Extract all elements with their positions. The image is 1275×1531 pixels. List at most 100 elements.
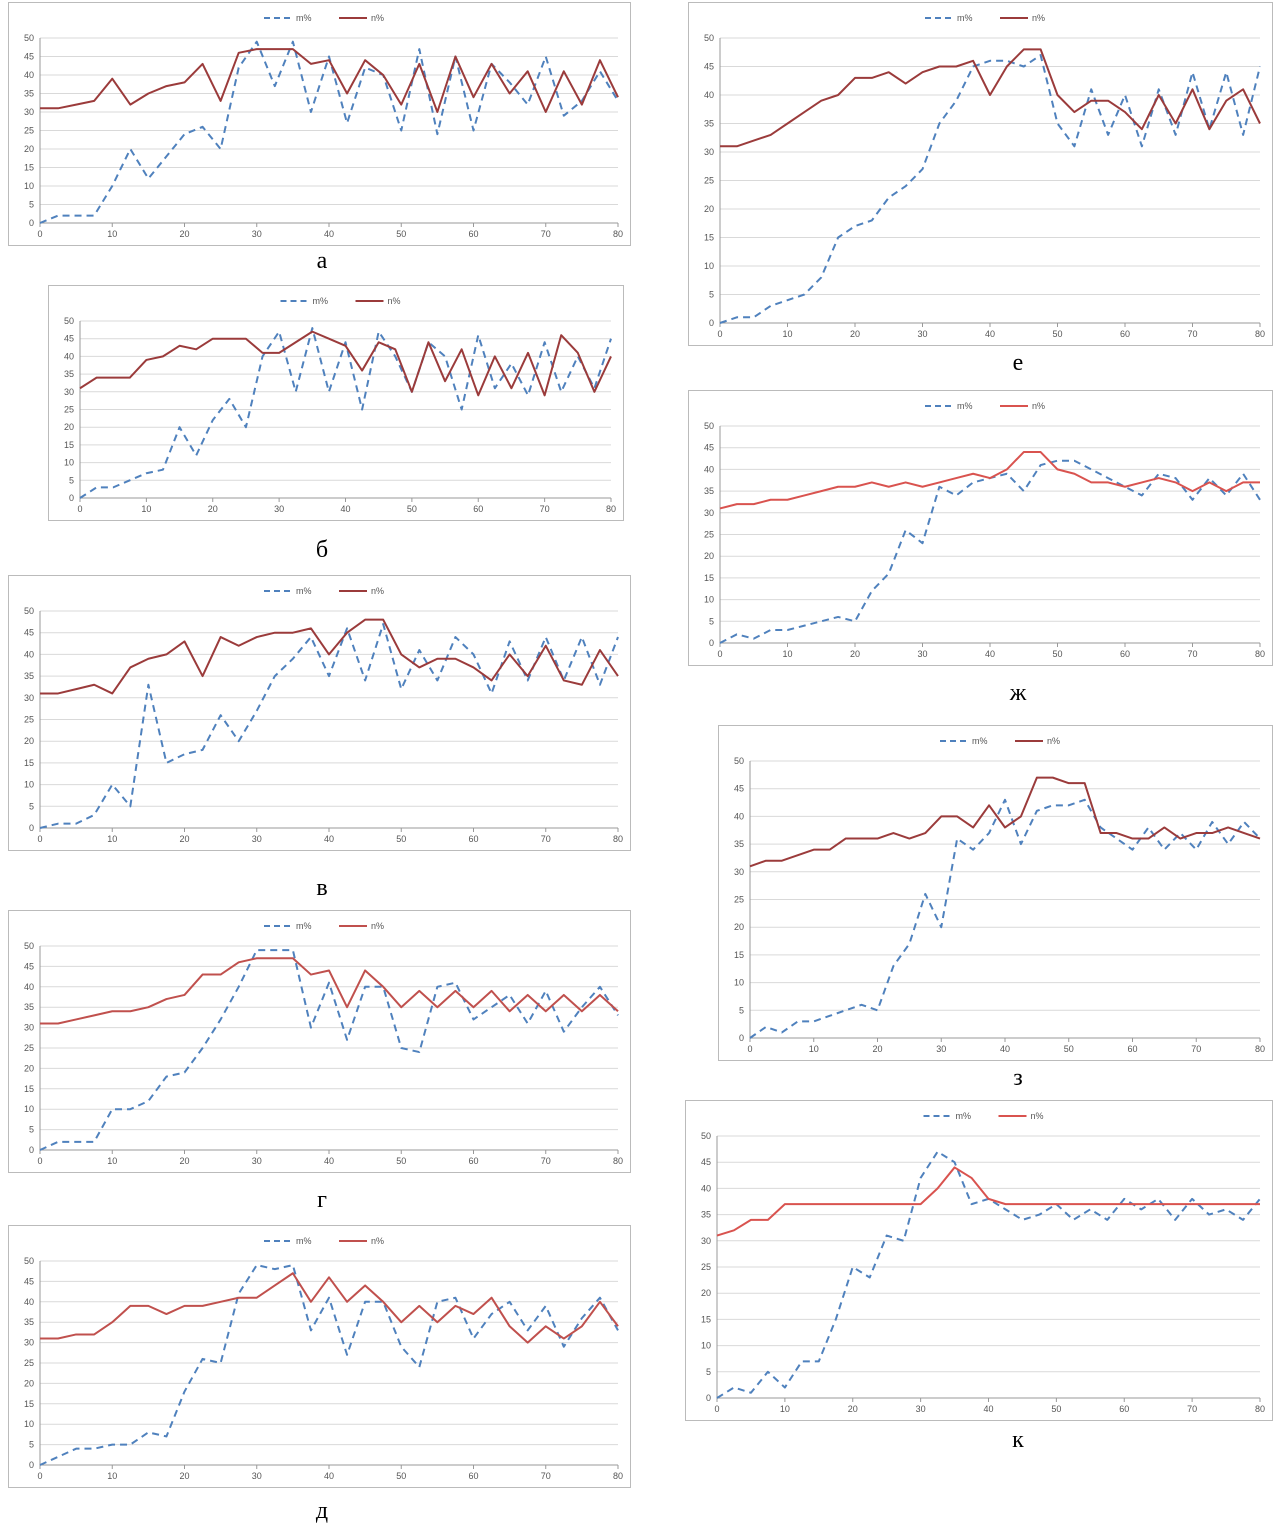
x-tick-label: 20 (179, 1156, 189, 1166)
x-tick-label: 0 (717, 649, 722, 659)
y-tick-label: 10 (24, 1104, 34, 1114)
y-tick-label: 45 (704, 443, 714, 453)
x-tick-label: 60 (468, 229, 478, 239)
series-line (39, 623, 619, 829)
y-tick-label: 30 (734, 867, 744, 877)
y-tick-label: 50 (701, 1131, 711, 1141)
y-tick-label: 40 (24, 1297, 34, 1307)
y-tick-label: 5 (29, 200, 34, 210)
y-tick-label: 20 (734, 922, 744, 932)
y-tick-label: 5 (739, 1005, 744, 1015)
y-tick-label: 35 (704, 119, 714, 129)
legend-label: n% (371, 13, 384, 23)
x-tick-label: 80 (613, 229, 623, 239)
x-tick-label: 60 (468, 834, 478, 844)
x-tick-label: 50 (396, 229, 406, 239)
x-tick-label: 70 (1187, 1404, 1197, 1414)
x-tick-label: 60 (1119, 1404, 1129, 1414)
x-tick-label: 60 (468, 1471, 478, 1481)
chart-caption: в (316, 875, 327, 901)
y-tick-label: 45 (24, 961, 34, 971)
chart-frame (688, 2, 1273, 346)
x-tick-label: 0 (77, 504, 82, 514)
series-line (79, 327, 612, 499)
y-tick-label: 0 (29, 1460, 34, 1470)
x-tick-label: 50 (396, 834, 406, 844)
x-tick-label: 20 (208, 504, 218, 514)
y-tick-label: 0 (29, 218, 34, 228)
y-tick-label: 20 (64, 422, 74, 432)
x-tick-label: 80 (613, 1156, 623, 1166)
x-tick-label: 80 (613, 834, 623, 844)
x-tick-label: 10 (141, 504, 151, 514)
x-tick-label: 40 (983, 1404, 993, 1414)
chart-caption: з (1013, 1065, 1022, 1091)
x-tick-label: 70 (1191, 1044, 1201, 1054)
x-tick-label: 80 (1255, 649, 1265, 659)
y-tick-label: 40 (734, 811, 744, 821)
y-tick-label: 40 (701, 1183, 711, 1193)
x-tick-label: 20 (850, 329, 860, 339)
chart: 0 5 10 15 20 25 30 35 40 45 50 0 10 20 30 40 50 60 70 80 m% n… (688, 390, 1273, 666)
x-tick-label: 70 (540, 504, 550, 514)
x-tick-label: 0 (747, 1044, 752, 1054)
x-tick-label: 50 (396, 1471, 406, 1481)
x-tick-label: 30 (936, 1044, 946, 1054)
legend-label: n% (1032, 401, 1045, 411)
y-tick-label: 35 (24, 89, 34, 99)
y-tick-label: 25 (734, 895, 744, 905)
legend-label: m% (296, 586, 312, 596)
y-tick-label: 35 (704, 486, 714, 496)
chart-frame (48, 285, 624, 521)
y-tick-label: 45 (24, 628, 34, 638)
y-tick-label: 45 (24, 1276, 34, 1286)
y-tick-label: 35 (24, 1317, 34, 1327)
y-tick-label: 20 (704, 204, 714, 214)
x-tick-label: 70 (541, 1156, 551, 1166)
x-tick-label: 30 (917, 649, 927, 659)
legend-label: m% (313, 296, 329, 306)
y-tick-label: 25 (701, 1262, 711, 1272)
y-tick-label: 50 (24, 941, 34, 951)
x-tick-label: 80 (606, 504, 616, 514)
x-tick-label: 10 (107, 229, 117, 239)
y-tick-label: 10 (24, 780, 34, 790)
y-tick-label: 35 (64, 369, 74, 379)
y-tick-label: 25 (704, 530, 714, 540)
x-tick-label: 70 (541, 1471, 551, 1481)
x-tick-label: 10 (782, 649, 792, 659)
x-tick-label: 40 (1000, 1044, 1010, 1054)
y-tick-label: 0 (29, 823, 34, 833)
x-tick-label: 0 (37, 229, 42, 239)
legend-label: m% (957, 401, 973, 411)
x-tick-label: 10 (107, 1471, 117, 1481)
y-tick-label: 25 (24, 1358, 34, 1368)
y-tick-label: 40 (24, 982, 34, 992)
y-tick-label: 50 (64, 316, 74, 326)
y-tick-label: 50 (704, 33, 714, 43)
x-tick-label: 50 (1064, 1044, 1074, 1054)
y-tick-label: 25 (24, 126, 34, 136)
y-tick-label: 50 (704, 421, 714, 431)
chart-caption: е (1013, 350, 1024, 376)
y-tick-label: 15 (64, 440, 74, 450)
y-tick-label: 20 (24, 144, 34, 154)
y-tick-label: 45 (24, 52, 34, 62)
y-tick-label: 0 (29, 1145, 34, 1155)
y-tick-label: 10 (24, 181, 34, 191)
chart-caption: ж (1009, 680, 1027, 706)
y-tick-label: 5 (709, 616, 714, 626)
y-tick-label: 25 (24, 1043, 34, 1053)
x-tick-label: 60 (1120, 649, 1130, 659)
chart: 0 5 10 15 20 25 30 35 40 45 50 0 10 20 30 40 50 60 70 80 m% n… (718, 725, 1273, 1061)
y-tick-label: 30 (24, 693, 34, 703)
y-tick-label: 10 (734, 978, 744, 988)
x-tick-label: 30 (916, 1404, 926, 1414)
y-tick-label: 40 (24, 70, 34, 80)
series-line (40, 618, 619, 695)
x-tick-label: 60 (468, 1156, 478, 1166)
x-tick-label: 40 (985, 649, 995, 659)
x-tick-label: 50 (1051, 1404, 1061, 1414)
y-tick-label: 5 (69, 475, 74, 485)
y-tick-label: 30 (704, 508, 714, 518)
